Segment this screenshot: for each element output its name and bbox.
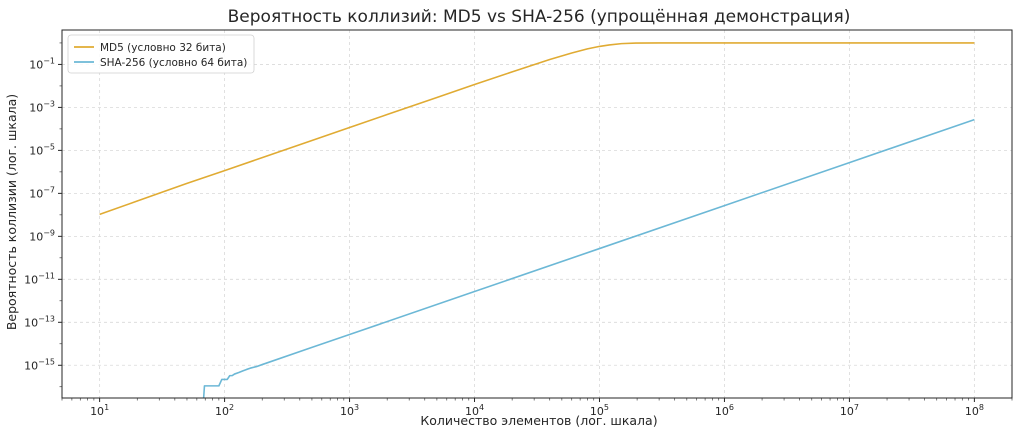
series-lines xyxy=(99,42,975,399)
series-line-2 xyxy=(202,118,975,399)
y-axis-label: Вероятность коллизии (лог. шкала) xyxy=(4,94,19,330)
y-tick-label: 10−13 xyxy=(24,314,55,329)
y-tick-label: 10−3 xyxy=(29,99,55,114)
legend-box xyxy=(67,34,255,74)
series-line-1 xyxy=(99,42,975,216)
axes xyxy=(61,29,1013,399)
ticks: 101 102 103 104 105 106 107 108 10−15 10−13 10−11 1… xyxy=(24,42,1013,418)
y-tick-label: 10−9 xyxy=(29,228,55,243)
x-tick-label: 107 xyxy=(840,403,859,418)
x-axis-label: Количество элементов (лог. шкала) xyxy=(420,413,657,428)
chart-title: Вероятность коллизий: MD5 vs SHA-256 (уп… xyxy=(228,7,851,27)
legend-label: SHA-256 (условно 64 бита) xyxy=(100,57,247,69)
x-tick-label: 102 xyxy=(215,403,234,418)
x-tick-label: 103 xyxy=(340,403,359,418)
y-tick-label: 10−15 xyxy=(24,357,55,372)
y-tick-label: 10−11 xyxy=(24,271,55,286)
legend: MD5 (условно 32 бита) SHA-256 (условно 64… xyxy=(67,34,255,74)
x-tick-label: 104 xyxy=(465,403,484,418)
y-tick-label: 10−7 xyxy=(29,185,55,200)
x-tick-label: 105 xyxy=(590,403,609,418)
grid xyxy=(62,30,1012,398)
x-tick-label: 106 xyxy=(715,403,734,418)
x-tick-label: 108 xyxy=(965,403,984,418)
x-tick-label: 101 xyxy=(90,403,109,418)
legend-label: MD5 (условно 32 бита) xyxy=(100,42,226,54)
plot-frame xyxy=(61,29,1013,399)
y-tick-label: 10−1 xyxy=(29,56,55,71)
y-tick-label: 10−5 xyxy=(29,142,55,157)
